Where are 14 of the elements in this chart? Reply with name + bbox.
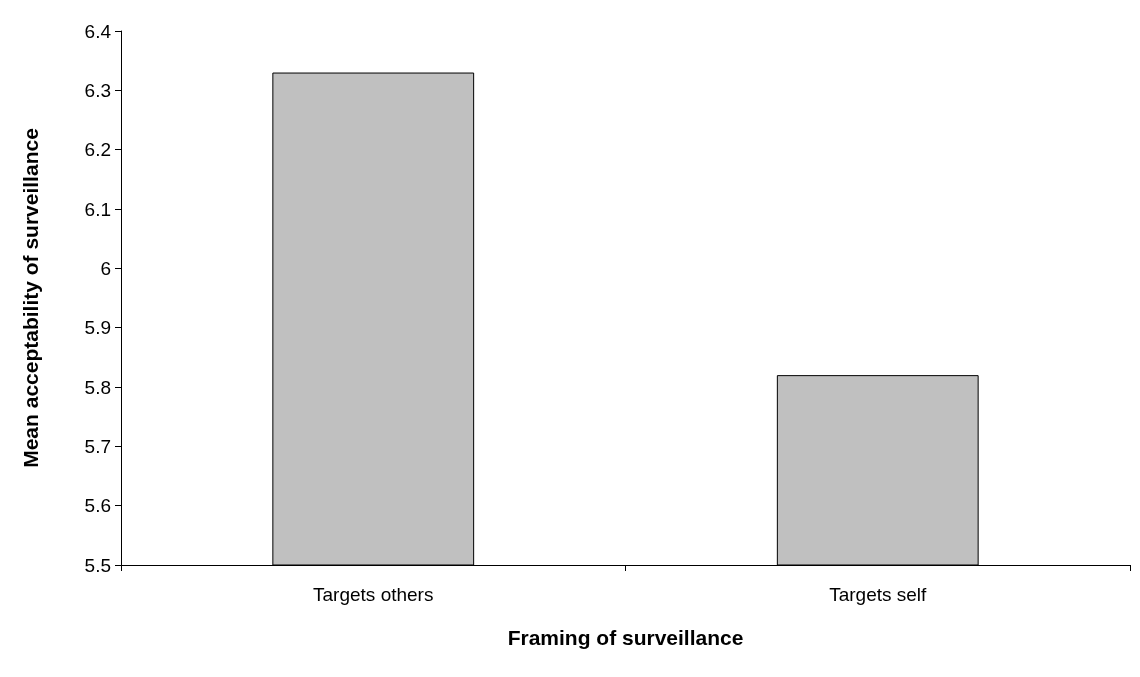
y-tick-label: 6.2: [84, 139, 111, 161]
y-tick-label: 5.9: [84, 317, 111, 339]
x-tick-label: Targets others: [313, 584, 434, 605]
y-tick-label: 5.8: [84, 376, 111, 398]
y-tick-label: 6.4: [84, 20, 112, 42]
y-tick-label: 5.5: [84, 554, 111, 576]
y-tick-label: 6.3: [84, 79, 111, 101]
y-tick-label: 6.1: [84, 198, 111, 220]
y-axis-title: Mean acceptability of surveillance: [19, 128, 42, 468]
y-tick-label: 5.7: [84, 435, 111, 457]
y-tick-label: 6: [100, 257, 111, 279]
x-tick-label: Targets self: [829, 584, 928, 605]
y-tick-label: 5.6: [84, 495, 111, 517]
x-axis-title: Framing of surveillance: [507, 626, 744, 649]
